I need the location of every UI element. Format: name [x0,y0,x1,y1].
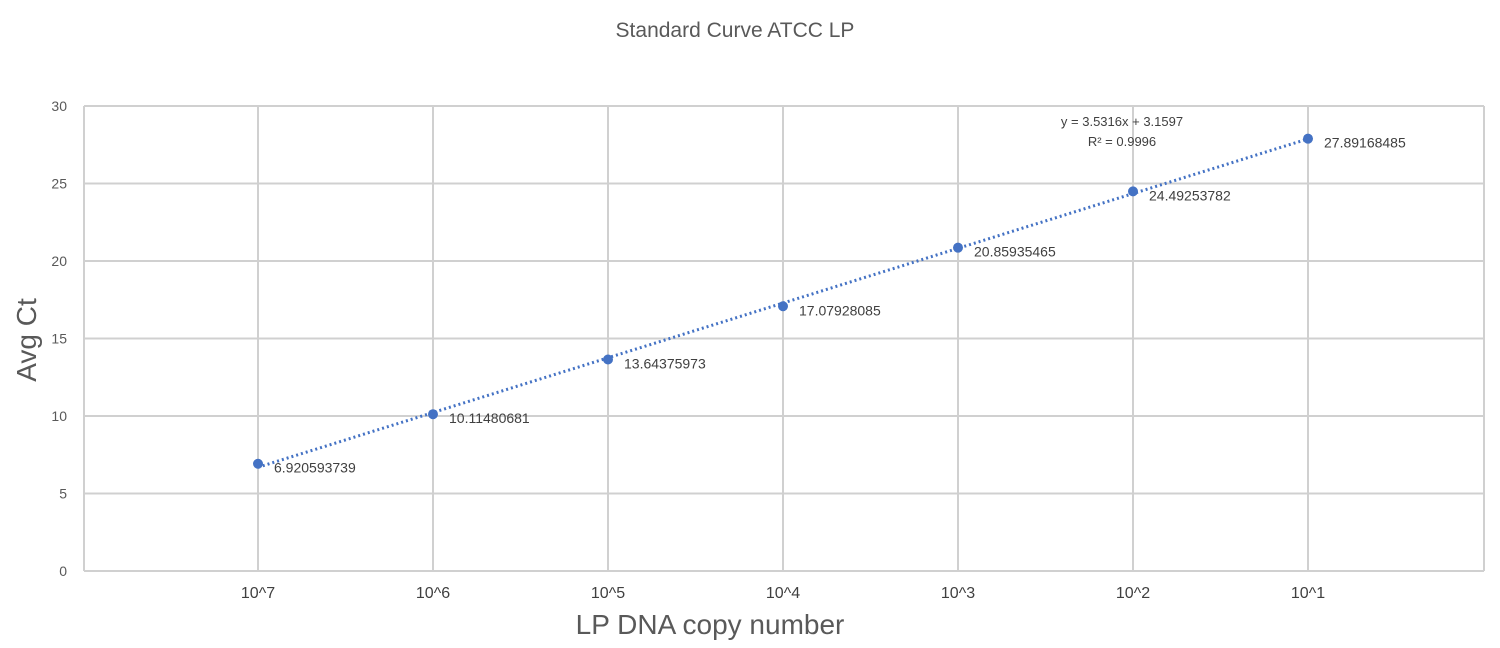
data-label: 10.11480681 [449,410,530,426]
y-tick-label: 15 [51,331,67,347]
data-point [778,301,788,312]
trendline-r-squared: R² = 0.9996 [1088,134,1156,149]
y-tick-label: 5 [59,486,67,502]
x-axis-title: LP DNA copy number [576,609,845,640]
y-tick-label: 20 [51,253,67,269]
data-label: 17.07928085 [799,302,881,318]
trendline-equation: y = 3.5316x + 3.1597 [1061,114,1183,129]
x-tick-label: 10^6 [416,585,450,602]
x-tick-label: 10^3 [941,585,975,602]
axis-ticks: 0 5 10 15 20 25 30 10^7 10^6 10^5 10^4 10^3 10^2 10^1 [51,98,1325,602]
x-tick-label: 10^7 [241,585,275,602]
data-point [253,458,263,469]
x-tick-label: 10^1 [1291,585,1325,602]
data-label: 20.85935465 [974,244,1056,260]
data-point [428,409,438,420]
data-point [1128,186,1138,197]
gridlines [83,105,1485,572]
data-point [1303,133,1313,144]
y-tick-label: 25 [51,176,67,192]
data-point [953,242,963,253]
data-point [603,354,613,365]
y-tick-label: 10 [51,408,67,424]
y-tick-label: 30 [51,98,67,114]
data-label: 13.64375973 [624,356,706,372]
data-label: 27.89168485 [1324,135,1406,151]
data-label: 6.920593739 [274,460,356,476]
data-label: 24.49253782 [1149,187,1231,203]
x-tick-label: 10^4 [766,585,800,602]
x-tick-label: 10^5 [591,585,625,602]
data-points [253,133,1313,469]
y-axis-title: Avg Ct [11,298,42,382]
y-tick-label: 0 [59,563,67,579]
x-tick-label: 10^2 [1116,585,1150,602]
chart-title: Standard Curve ATCC LP [616,19,855,42]
data-labels: 6.920593739 10.11480681 13.64375973 17.0792… [274,135,1406,476]
